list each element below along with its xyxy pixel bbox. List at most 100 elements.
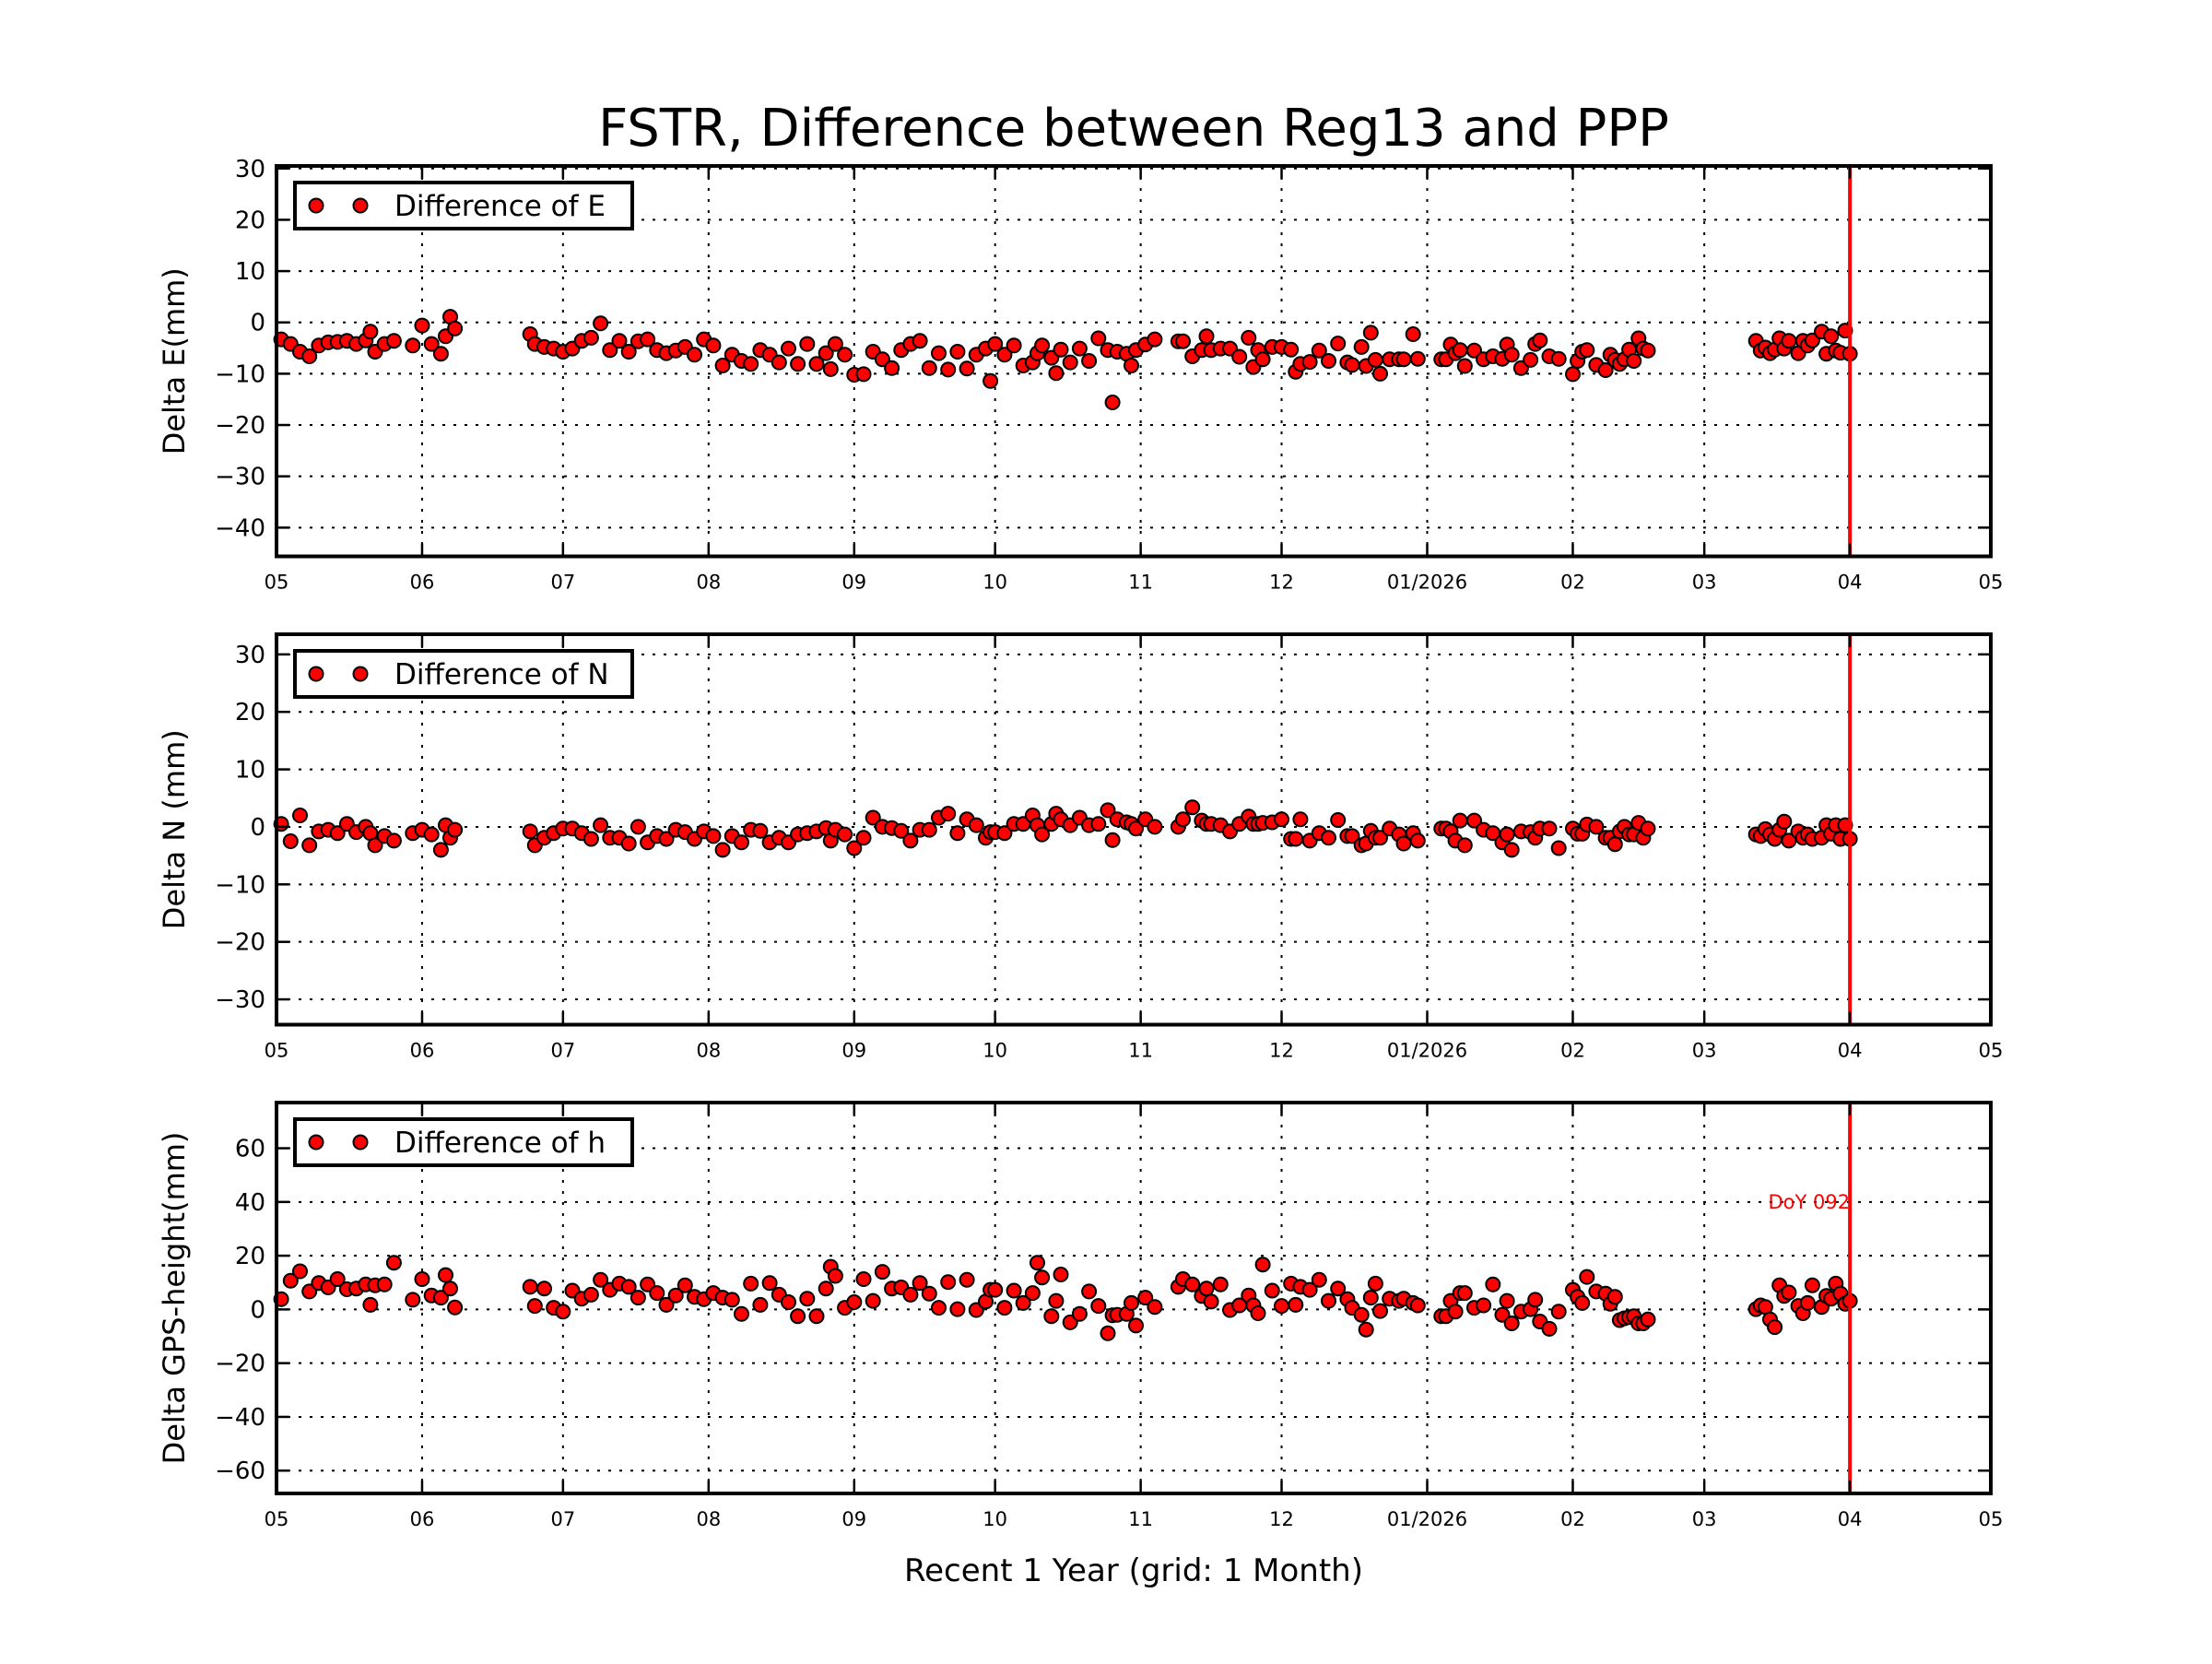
- x-tick-label: 06: [410, 1040, 435, 1062]
- x-tick-label: 10: [982, 572, 1007, 594]
- data-point: [1358, 1321, 1374, 1338]
- y-tick-label: 10: [235, 757, 265, 785]
- x-tick-label: 07: [550, 1040, 575, 1062]
- data-point: [432, 1290, 449, 1306]
- data-point: [781, 1294, 796, 1310]
- x-tick-label: 05: [1979, 572, 2004, 594]
- data-point: [1503, 347, 1520, 363]
- data-point: [442, 1280, 458, 1297]
- data-point: [1597, 362, 1614, 378]
- data-point: [987, 336, 1004, 352]
- data-point: [582, 329, 599, 346]
- data-point: [1362, 325, 1379, 341]
- x-tick-label: 10: [982, 1040, 1007, 1062]
- data-point: [687, 347, 702, 363]
- data-point: [376, 1276, 393, 1292]
- data-point: [1104, 395, 1121, 410]
- data-point: [292, 1263, 308, 1280]
- data-point: [1006, 337, 1022, 354]
- data-point: [1048, 1292, 1065, 1309]
- data-point: [1283, 341, 1300, 358]
- data-point: [1353, 1306, 1370, 1323]
- data-point: [1499, 826, 1515, 843]
- y-tick-label: 20: [235, 1243, 265, 1270]
- data-point: [1372, 830, 1388, 846]
- data-point: [1550, 1304, 1567, 1320]
- data-point: [1456, 1285, 1473, 1302]
- data-point: [818, 345, 834, 361]
- data-point: [1147, 331, 1163, 348]
- data-point: [1147, 819, 1163, 835]
- data-point: [414, 1271, 430, 1287]
- data-point: [1541, 1320, 1558, 1337]
- y-axis-label: Delta E(mm): [157, 267, 192, 454]
- data-point: [893, 822, 910, 839]
- data-point: [629, 819, 646, 835]
- data-point: [837, 826, 853, 843]
- legend-marker: [308, 666, 324, 682]
- data-point: [1128, 820, 1144, 837]
- data-point: [1344, 828, 1360, 844]
- data-point: [987, 1281, 1004, 1298]
- legend-marker: [352, 1134, 369, 1151]
- data-point: [447, 1299, 464, 1316]
- data-point: [1311, 342, 1327, 359]
- data-point: [423, 826, 440, 843]
- legend: Difference of E: [293, 181, 634, 230]
- data-point: [432, 842, 449, 858]
- data-point: [996, 825, 1013, 842]
- data-point: [1640, 1311, 1656, 1328]
- data-point: [931, 345, 947, 361]
- data-point: [1198, 328, 1215, 345]
- legend-box: [293, 1117, 634, 1167]
- y-tick-label: −40: [215, 1404, 265, 1432]
- data-point: [1466, 812, 1482, 829]
- data-point: [1626, 353, 1642, 369]
- x-tick-label: 03: [1692, 1508, 1717, 1530]
- data-point: [912, 1275, 928, 1292]
- data-point: [940, 361, 957, 378]
- data-point: [1104, 832, 1121, 848]
- data-point: [822, 360, 839, 377]
- data-point: [385, 832, 402, 849]
- data-point: [1523, 351, 1539, 368]
- data-point: [405, 337, 421, 354]
- data-point: [837, 347, 853, 363]
- data-point: [582, 831, 599, 847]
- data-point: [855, 830, 872, 846]
- data-point: [1100, 1325, 1116, 1341]
- data-point: [405, 1292, 421, 1308]
- data-point: [582, 1286, 599, 1303]
- data-point: [1367, 351, 1383, 368]
- data-point: [912, 333, 928, 349]
- axes-frame: [275, 164, 1993, 559]
- data-point: [526, 1298, 543, 1315]
- x-tick-label: 09: [841, 1040, 866, 1062]
- y-tick-label: 20: [235, 699, 265, 726]
- data-point: [1550, 350, 1567, 367]
- data-point: [1321, 1292, 1336, 1309]
- data-point: [301, 837, 318, 854]
- data-point: [611, 333, 628, 349]
- data-point: [714, 358, 731, 373]
- data-point: [1541, 820, 1558, 837]
- axes-frame: [275, 632, 1993, 1027]
- data-point: [874, 1264, 890, 1280]
- day-of-year-label: DoY 092: [1769, 1191, 1851, 1213]
- data-point: [949, 344, 966, 360]
- data-point: [1288, 831, 1304, 847]
- data-point: [1409, 350, 1426, 367]
- data-point: [292, 808, 308, 823]
- data-point: [1606, 1289, 1623, 1305]
- x-tick-label: 04: [1838, 572, 1863, 594]
- legend-marker: [308, 1134, 324, 1151]
- y-tick-label: −10: [215, 360, 265, 388]
- data-point: [1124, 358, 1139, 373]
- data-point: [1254, 351, 1271, 368]
- data-point: [1034, 337, 1051, 354]
- data-point: [1776, 813, 1793, 830]
- data-point: [329, 1271, 346, 1287]
- y-tick-label: −20: [215, 412, 265, 440]
- data-point: [874, 351, 890, 368]
